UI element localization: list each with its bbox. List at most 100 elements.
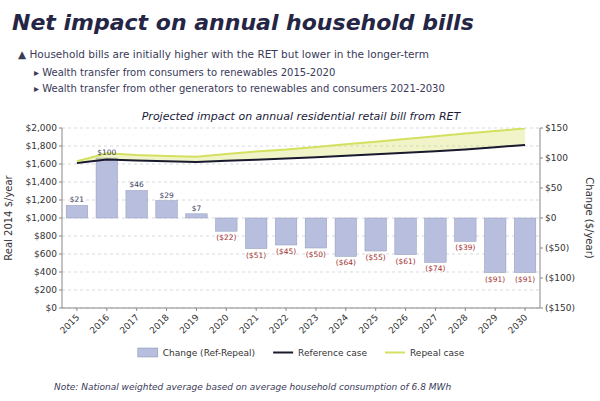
bullet: ▸ Wealth transfer from other generators … bbox=[34, 83, 445, 94]
x-tick bbox=[226, 308, 227, 311]
bullet: ▲ Household bills are initially higher w… bbox=[18, 48, 429, 60]
bar bbox=[126, 190, 148, 218]
x-tick bbox=[375, 308, 376, 311]
data-label: ($55) bbox=[366, 253, 386, 262]
x-tick bbox=[465, 308, 466, 311]
data-label: ($22) bbox=[216, 233, 236, 242]
bullet: ▸ Wealth transfer from consumers to rene… bbox=[34, 67, 335, 78]
chart-title: Projected impact on annual residential r… bbox=[142, 110, 462, 123]
y2-tick bbox=[540, 128, 543, 129]
legend-item: Reference case bbox=[273, 348, 367, 358]
x-tick bbox=[136, 308, 137, 311]
data-label: ($39) bbox=[455, 243, 475, 252]
y2-tick bbox=[540, 218, 543, 219]
x-tick-label: 2025 bbox=[357, 312, 380, 335]
grid-line bbox=[62, 308, 540, 309]
x-tick bbox=[286, 308, 287, 311]
data-label: $29 bbox=[159, 191, 174, 200]
x-tick-label: 2029 bbox=[476, 312, 499, 335]
x-tick-label: 2018 bbox=[148, 312, 171, 335]
x-tick-label: 2016 bbox=[88, 312, 111, 335]
grid-line bbox=[62, 128, 540, 129]
x-axis-line bbox=[62, 308, 540, 309]
y-tick bbox=[59, 218, 62, 219]
y-tick-label: $600 bbox=[34, 249, 57, 259]
x-tick bbox=[106, 308, 107, 311]
data-label: ($91) bbox=[515, 275, 535, 284]
chart-svg: Net impact on annual household bills ▲ Ho… bbox=[0, 0, 600, 401]
y2-tick bbox=[540, 248, 543, 249]
bar bbox=[96, 158, 118, 218]
bar bbox=[66, 205, 88, 218]
data-label: ($61) bbox=[395, 257, 415, 266]
x-tick bbox=[525, 308, 526, 311]
bar bbox=[484, 218, 506, 273]
y2-tick-label: ($100) bbox=[545, 273, 575, 283]
y2-axis-label: Change ($/year) bbox=[584, 177, 595, 258]
legend-label: Change (Ref-Repeal) bbox=[163, 348, 255, 358]
bar bbox=[395, 218, 417, 255]
grid-line bbox=[62, 164, 540, 165]
y-tick-label: $1,800 bbox=[26, 141, 58, 151]
y-tick-label: $400 bbox=[34, 267, 57, 277]
y-tick bbox=[59, 272, 62, 273]
x-tick bbox=[256, 308, 257, 311]
grid-line bbox=[62, 254, 540, 255]
x-tick bbox=[435, 308, 436, 311]
data-label: ($51) bbox=[246, 251, 266, 260]
y-tick-label: $1,400 bbox=[26, 177, 58, 187]
bar bbox=[335, 218, 357, 256]
y-tick bbox=[59, 128, 62, 129]
bar bbox=[275, 218, 297, 245]
x-tick-label: 2024 bbox=[327, 312, 350, 335]
bar bbox=[365, 218, 387, 251]
y-tick-label: $800 bbox=[34, 231, 57, 241]
y2-tick-label: ($150) bbox=[545, 303, 575, 313]
y-tick-label: $1,000 bbox=[26, 213, 58, 223]
y-tick-label: $200 bbox=[34, 285, 57, 295]
data-label: $7 bbox=[192, 204, 202, 213]
data-label: $46 bbox=[130, 180, 145, 189]
bar bbox=[305, 218, 327, 248]
legend: Change (Ref-Repeal)Reference caseRepeal … bbox=[138, 348, 465, 358]
x-tick-label: 2030 bbox=[506, 312, 529, 335]
x-tick-label: 2022 bbox=[267, 312, 290, 335]
legend-label: Reference case bbox=[298, 348, 367, 358]
x-tick bbox=[196, 308, 197, 311]
x-tick bbox=[405, 308, 406, 311]
data-label: ($50) bbox=[306, 250, 326, 259]
bar bbox=[216, 218, 238, 231]
y-tick-label: $1,200 bbox=[26, 195, 58, 205]
chart-container: Net impact on annual household bills ▲ Ho… bbox=[0, 0, 600, 401]
bar bbox=[186, 214, 208, 218]
bar bbox=[514, 218, 536, 273]
bar bbox=[245, 218, 267, 249]
grid-line bbox=[62, 272, 540, 273]
slide-title: Net impact on annual household bills bbox=[12, 10, 474, 35]
x-tick-label: 2027 bbox=[417, 312, 440, 335]
grid-line bbox=[62, 290, 540, 291]
data-label: $100 bbox=[97, 148, 116, 157]
data-label: ($45) bbox=[276, 247, 296, 256]
x-tick-label: 2017 bbox=[118, 312, 141, 335]
y-tick-label: $0 bbox=[46, 303, 58, 313]
y-tick bbox=[59, 146, 62, 147]
x-tick-label: 2015 bbox=[58, 312, 81, 335]
data-label: ($64) bbox=[336, 258, 356, 267]
y2-tick bbox=[540, 278, 543, 279]
y2-tick-label: $100 bbox=[545, 153, 568, 163]
legend-item: Change (Ref-Repeal) bbox=[138, 348, 255, 358]
y2-tick bbox=[540, 308, 543, 309]
data-label: ($74) bbox=[425, 264, 445, 273]
y-tick bbox=[59, 200, 62, 201]
bar bbox=[156, 201, 178, 218]
line bbox=[77, 128, 525, 161]
bar bbox=[425, 218, 447, 262]
y2-tick-label: $0 bbox=[545, 213, 557, 223]
legend-line bbox=[273, 352, 293, 354]
grid bbox=[62, 128, 540, 308]
y2-tick-label: $50 bbox=[545, 183, 562, 193]
x-tick bbox=[76, 308, 77, 311]
x-tick-label: 2019 bbox=[178, 312, 201, 335]
y-tick bbox=[59, 236, 62, 237]
